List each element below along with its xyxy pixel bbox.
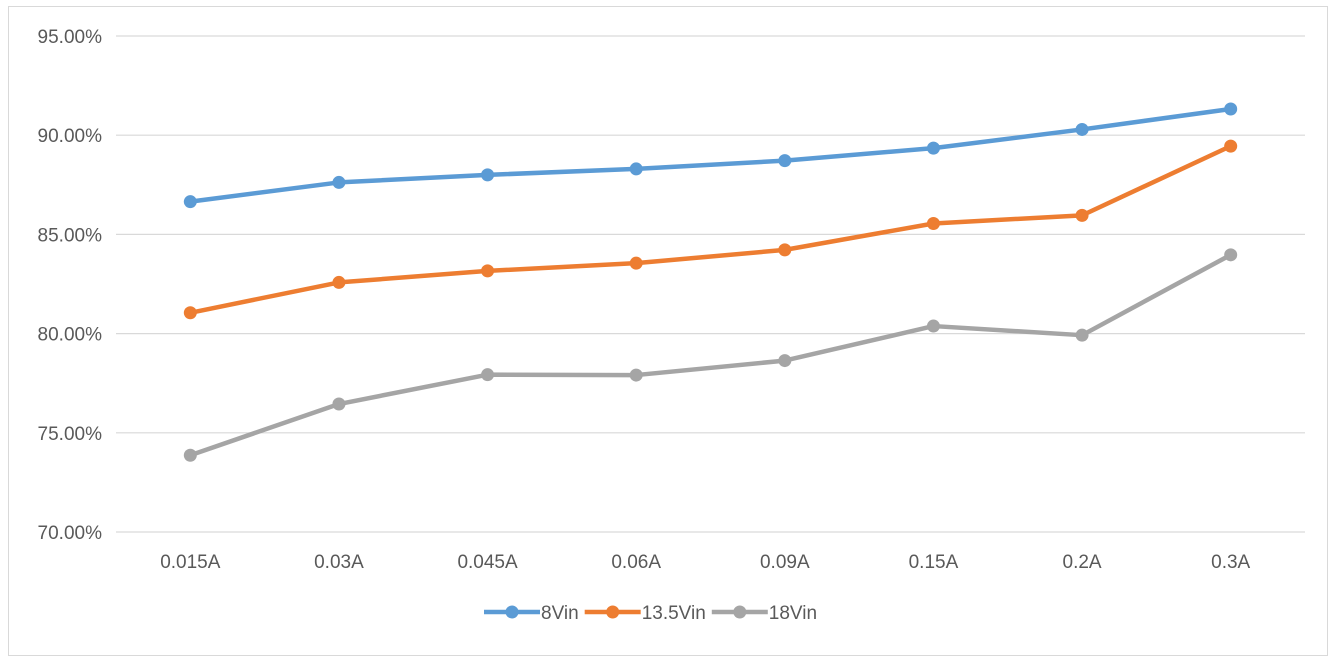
legend-marker [505,605,519,619]
x-axis-tick-labels: 0.015A 0.03A 0.045A 0.06A 0.09A 0.15A 0.2A 0.3A [160,552,1250,573]
x-tick-label: 0.03A [314,552,364,573]
data-point [1224,102,1238,116]
data-point [332,275,346,289]
y-tick-label: 75.00% [38,424,103,445]
x-tick-label: 0.3A [1211,552,1250,573]
y-axis-tick-labels: 70.00% 75.00% 80.00% 85.00% 90.00% 95.00% [38,27,103,544]
series-group [183,102,1238,462]
legend-marker [606,605,620,619]
legend-item: 13.5Vin [584,603,706,624]
legend-label: 8Vin [541,603,579,624]
data-point [332,397,346,411]
x-tick-label: 0.2A [1063,552,1102,573]
data-point [183,195,197,209]
gridlines [116,35,1305,533]
data-point [778,243,792,257]
data-point [778,154,792,168]
data-point [629,368,643,382]
data-point [481,168,495,182]
x-tick-label: 0.045A [457,552,518,573]
legend-label: 18Vin [769,603,817,624]
x-tick-label: 0.06A [611,552,661,573]
data-point [1075,122,1089,136]
legend-marker [733,605,747,619]
data-point [1224,139,1238,153]
y-tick-label: 80.00% [38,325,103,346]
series-8vin [183,102,1238,209]
data-point [481,368,495,382]
y-tick-label: 95.00% [38,27,103,48]
data-point [481,264,495,278]
series-18vin [183,248,1238,462]
data-point [183,306,197,320]
x-tick-label: 0.15A [909,552,959,573]
data-point [629,162,643,176]
x-tick-label: 0.015A [160,552,221,573]
data-point [1075,208,1089,222]
legend-item: 8Vin [484,603,579,624]
legend-label: 13.5Vin [642,603,706,624]
data-point [926,216,940,230]
data-point [926,319,940,333]
data-point [183,448,197,462]
series-line [188,106,1233,204]
legend: 8Vin 13.5Vin 18Vin [484,603,817,624]
data-point [926,141,940,155]
data-point [629,256,643,270]
series-13-5vin [183,139,1238,320]
series-line [188,143,1233,316]
chart-area [8,6,1328,656]
y-tick-label: 70.00% [38,523,103,544]
data-point [1224,248,1238,262]
series-line [188,252,1233,458]
data-point [778,354,792,368]
legend-item: 18Vin [711,603,817,624]
y-tick-label: 85.00% [38,225,103,246]
data-point [1075,328,1089,342]
x-tick-label: 0.09A [760,552,810,573]
y-tick-label: 90.00% [38,126,103,147]
data-point [332,175,346,189]
